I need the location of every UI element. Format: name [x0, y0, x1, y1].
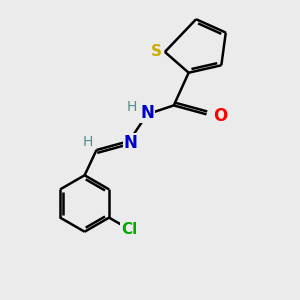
Text: N: N — [124, 134, 138, 152]
Text: H: H — [126, 100, 137, 114]
Text: O: O — [213, 107, 227, 125]
Text: Cl: Cl — [121, 222, 137, 237]
Text: H: H — [82, 135, 93, 149]
Text: S: S — [151, 44, 162, 59]
Text: N: N — [140, 104, 154, 122]
